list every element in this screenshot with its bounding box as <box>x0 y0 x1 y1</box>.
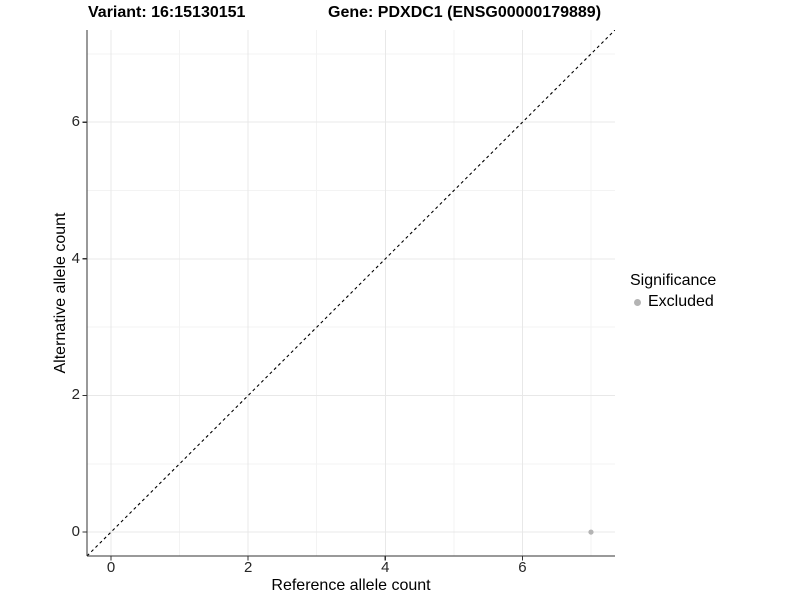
variant-title: Variant: 16:15130151 <box>88 4 246 21</box>
y-tick-label: 6 <box>71 113 80 131</box>
legend-title: Significance <box>630 272 717 289</box>
plot-panel <box>82 30 615 561</box>
y-tick-label: 2 <box>71 386 80 404</box>
x-axis-title: Reference allele count <box>271 577 431 594</box>
gene-title: Gene: PDXDC1 (ENSG00000179889) <box>328 4 602 21</box>
legend-point-icon <box>634 298 641 306</box>
data-point <box>588 529 594 535</box>
legend: Significance Excluded <box>630 272 716 311</box>
x-tick-label: 0 <box>106 559 116 576</box>
x-tick-label: 2 <box>243 559 253 576</box>
legend-item-excluded: Excluded <box>630 293 716 311</box>
legend-item-label: Excluded <box>648 293 714 310</box>
y-tick-label: 4 <box>71 249 80 267</box>
y-axis-title: Alternative allele count <box>52 212 69 374</box>
x-tick-label: 6 <box>518 559 527 576</box>
x-tick-label: 4 <box>381 559 390 576</box>
y-tick-label: 0 <box>71 523 80 541</box>
